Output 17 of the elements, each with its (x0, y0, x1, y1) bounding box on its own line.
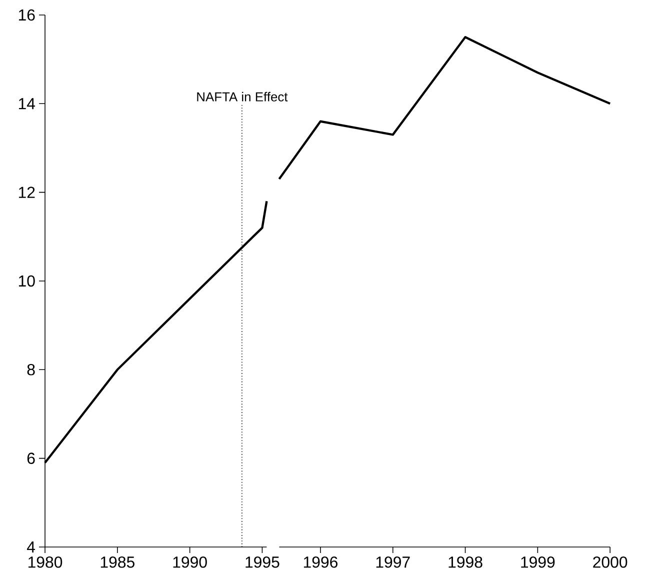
x-tick-label: 1997 (376, 556, 410, 568)
x-tick-label: 1980 (28, 556, 62, 568)
x-tick-label: 1990 (173, 556, 207, 568)
x-tick-label: 1995 (246, 556, 280, 568)
x-tick-label: 2000 (593, 556, 628, 568)
y-tick-label: 10 (18, 275, 35, 287)
y-tick-label: 4 (26, 542, 36, 552)
y-tick-label: 16 (18, 9, 35, 21)
x-tick-label: 1985 (100, 556, 134, 568)
y-tick-label: 8 (27, 364, 35, 376)
x-tick-label: 1999 (521, 556, 555, 568)
y-tick-label: 6 (27, 452, 35, 464)
y-tick-label: 14 (18, 98, 36, 110)
x-tick-label: 1998 (448, 556, 482, 568)
y-tick-label: 12 (18, 186, 35, 198)
ref-line-label: NAFTA in Effect (197, 92, 288, 102)
x-tick-label: 1996 (304, 556, 338, 568)
